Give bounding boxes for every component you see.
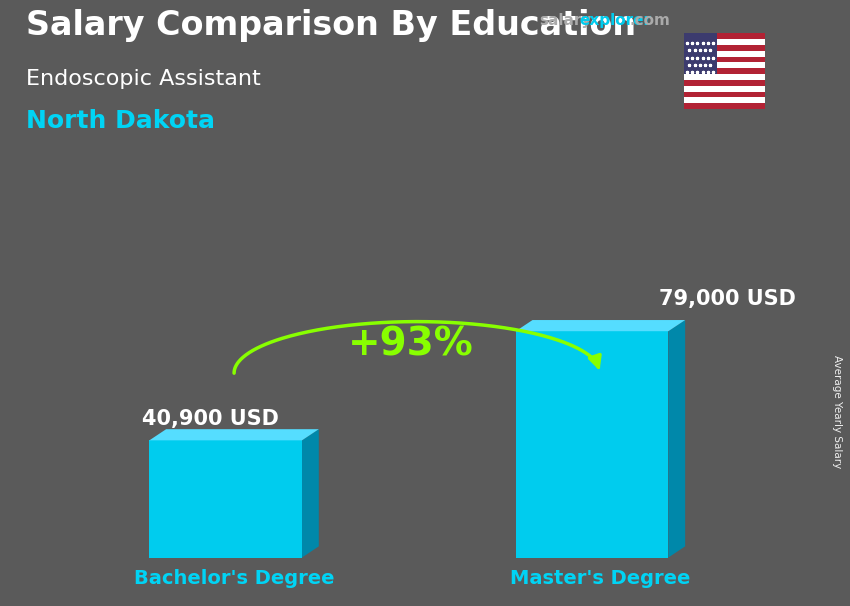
Bar [684,33,765,39]
Bar [684,45,765,51]
Bar [684,51,765,56]
Text: Average Yearly Salary: Average Yearly Salary [832,356,842,468]
Polygon shape [150,441,302,558]
Text: Bachelor's Degree: Bachelor's Degree [133,569,334,588]
Text: North Dakota: North Dakota [26,109,214,133]
Text: salary: salary [540,13,592,28]
Polygon shape [516,320,685,331]
Text: Endoscopic Assistant: Endoscopic Assistant [26,69,260,89]
Bar [684,98,765,103]
Bar [684,62,765,68]
Bar [684,68,765,74]
Text: explorer: explorer [580,13,652,28]
Polygon shape [668,320,685,558]
Bar [684,86,765,92]
Text: Master's Degree: Master's Degree [510,569,691,588]
Bar [684,33,717,74]
Bar [684,92,765,98]
Bar [684,74,765,80]
Text: +93%: +93% [348,326,474,364]
Polygon shape [302,429,319,558]
Polygon shape [516,331,668,558]
Text: 79,000 USD: 79,000 USD [660,288,796,308]
Bar [684,80,765,86]
Text: .com: .com [630,13,671,28]
Bar [684,56,765,62]
Text: Salary Comparison By Education: Salary Comparison By Education [26,9,636,42]
Bar [684,39,765,45]
Polygon shape [150,429,319,441]
Bar [684,103,765,109]
Text: 40,900 USD: 40,900 USD [142,409,279,429]
